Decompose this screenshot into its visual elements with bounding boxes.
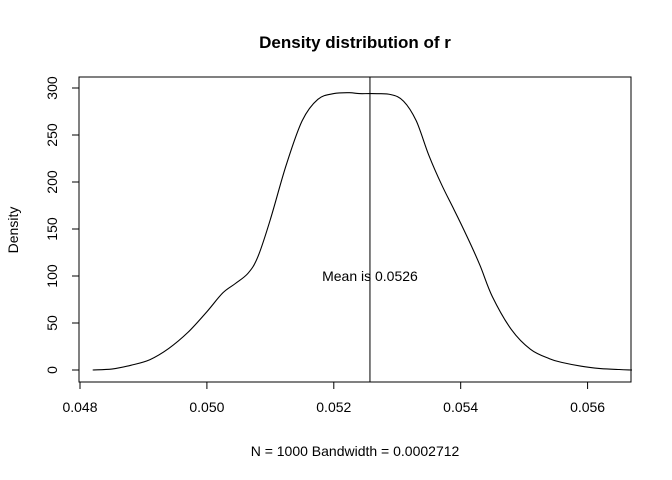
x-tick-label: 0.054 xyxy=(443,399,478,415)
plot-frame xyxy=(78,76,632,383)
density-curve xyxy=(92,92,633,371)
y-tick-label: 200 xyxy=(44,170,60,194)
x-tick-label: 0.056 xyxy=(570,399,605,415)
x-axis: 0.048 0.050 0.052 0.054 0.056 xyxy=(62,381,605,415)
y-tick-label: 100 xyxy=(44,264,60,288)
x-tick-label: 0.052 xyxy=(316,399,351,415)
chart-title: Density distribution of r xyxy=(259,33,451,52)
y-tick-label: 150 xyxy=(44,217,60,241)
mean-annotation: Mean is 0.0526 xyxy=(322,268,418,284)
x-tick-label: 0.050 xyxy=(189,399,224,415)
y-tick-label: 300 xyxy=(44,76,60,100)
x-tick-label: 0.048 xyxy=(62,399,97,415)
x-axis-label: N = 1000 Bandwidth = 0.0002712 xyxy=(251,443,460,459)
y-axis: 0 50 100 150 200 250 300 xyxy=(44,76,80,374)
y-axis-label: Density xyxy=(5,207,21,254)
y-tick-label: 250 xyxy=(44,123,60,147)
y-tick-label: 50 xyxy=(44,315,60,331)
y-tick-label: 0 xyxy=(44,366,60,374)
